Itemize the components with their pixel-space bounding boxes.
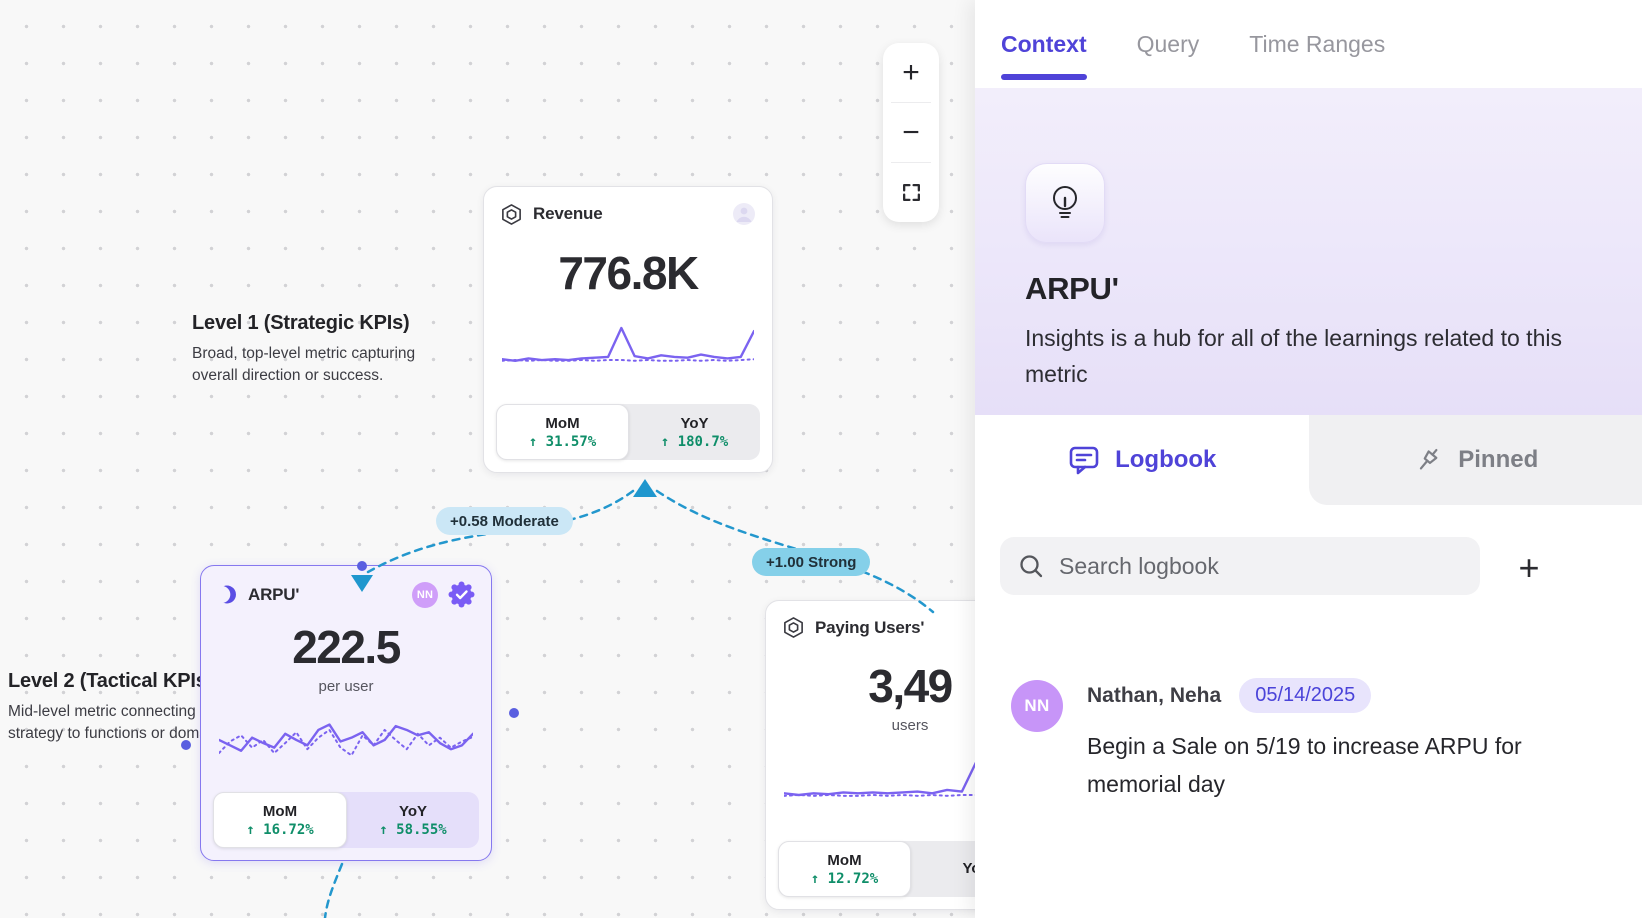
collaborator-avatar-icon <box>732 202 756 226</box>
logbook-chat-icon <box>1067 443 1101 477</box>
logbook-label: Logbook <box>1115 446 1217 473</box>
mom-value: ↑ 31.57% <box>528 433 597 450</box>
collaborator-badge: NN <box>412 581 438 608</box>
logbook-entry[interactable]: NN Nathan, Neha 05/14/2025 Begin a Sale … <box>1011 678 1611 803</box>
mom-toggle[interactable]: MoM ↑ 16.72% <box>213 792 347 848</box>
card-title: Paying Users' <box>815 617 925 637</box>
level1-title: Level 1 (Strategic KPIs) <box>192 312 410 334</box>
yoy-toggle[interactable]: YoY ↑ 58.55% <box>347 792 479 848</box>
zoom-out-button[interactable]: − <box>883 103 939 162</box>
sparkline-chart <box>502 314 754 392</box>
tab-query[interactable]: Query <box>1136 30 1200 57</box>
edge-arrowhead-revenue <box>633 479 657 497</box>
metric-unit: per user <box>318 678 374 695</box>
sparkline-chart <box>219 703 473 780</box>
logbook-pinned-tabs: Logbook Pinned <box>975 415 1642 505</box>
mom-label: MoM <box>545 414 580 432</box>
pinned-label: Pinned <box>1458 446 1539 473</box>
metric-card-arpu[interactable]: ARPU' NN 222.5 <box>200 565 492 861</box>
fullscreen-icon <box>901 182 922 203</box>
level1-label: Level 1 (Strategic KPIs) Broad, top-leve… <box>192 312 442 387</box>
card-title: ARPU' <box>248 584 300 604</box>
hexagon-metric-icon <box>500 203 523 226</box>
panel-metric-title: ARPU' <box>1025 271 1119 306</box>
node-handle-right <box>509 708 519 718</box>
add-logbook-entry-button[interactable]: + <box>1507 546 1551 590</box>
insights-tile <box>1025 163 1105 243</box>
level2-label: Level 2 (Tactical KPIs) Mid-level metric… <box>8 670 243 745</box>
entry-text: Begin a Sale on 5/19 to increase ARPU fo… <box>1087 733 1522 797</box>
level2-title: Level 2 (Tactical KPIs) <box>8 670 214 692</box>
yoy-label: YoY <box>398 802 428 820</box>
mom-toggle[interactable]: MoM ↑ 31.57% <box>496 404 629 460</box>
period-toggle: MoM ↑ 31.57% YoY ↑ 180.7% <box>496 404 760 460</box>
zoom-in-button[interactable]: + <box>883 43 939 102</box>
yoy-toggle[interactable]: YoY ↑ 180.7% <box>629 404 760 460</box>
metric-card-revenue[interactable]: Revenue 776.8K MoM ↑ 31.57% YoY ↑ 180.7% <box>483 186 773 473</box>
search-icon <box>1018 553 1045 580</box>
level2-description: Mid-level metric connecting strategy to … <box>8 703 233 742</box>
mom-value: ↑ 12.72% <box>810 870 879 887</box>
verified-check-badge-icon <box>448 581 475 608</box>
mom-toggle[interactable]: MoM ↑ 12.72% <box>778 841 911 897</box>
hexagon-metric-icon <box>782 616 805 639</box>
metric-unit: users <box>891 717 929 734</box>
metric-value: 776.8K <box>558 247 699 299</box>
search-input[interactable] <box>1059 552 1462 580</box>
entry-avatar: NN <box>1011 680 1063 732</box>
metric-value: 222.5 <box>292 621 401 673</box>
entry-author: Nathan, Neha <box>1087 683 1222 707</box>
panel-tab-bar: Context Query Time Ranges <box>975 0 1642 88</box>
tab-logbook[interactable]: Logbook <box>975 415 1309 505</box>
fit-view-button[interactable] <box>883 163 939 222</box>
panel-metric-description: Insights is a hub for all of the learnin… <box>1025 325 1562 387</box>
tab-context[interactable]: Context <box>1001 0 1087 88</box>
period-toggle: MoM ↑ 16.72% YoY ↑ 58.55% <box>213 792 479 848</box>
yoy-value: ↑ 58.55% <box>379 821 447 838</box>
logbook-search <box>1000 537 1480 595</box>
tab-time-ranges[interactable]: Time Ranges <box>1249 30 1386 57</box>
metric-context-header: ARPU' Insights is a hub for all of the l… <box>975 88 1642 415</box>
tab-pinned[interactable]: Pinned <box>1308 415 1642 505</box>
edge-label-strong[interactable]: +1.00 Strong <box>752 548 871 576</box>
pushpin-icon <box>1412 444 1444 476</box>
edge-label-moderate[interactable]: +0.58 Moderate <box>436 507 573 535</box>
level1-description: Broad, top-level metric capturing overal… <box>192 345 416 384</box>
yoy-value: ↑ 180.7% <box>660 433 729 450</box>
yoy-label: YoY <box>680 414 709 432</box>
context-side-panel: Context Query Time Ranges ARPU' Insights… <box>975 0 1642 918</box>
mom-label: MoM <box>827 851 862 869</box>
lightbulb-icon <box>1047 183 1083 223</box>
mom-value: ↑ 16.72% <box>246 821 314 838</box>
entry-date-badge: 05/14/2025 <box>1239 678 1372 713</box>
metric-value: 3,49 <box>868 660 953 712</box>
mom-label: MoM <box>262 802 298 820</box>
card-title: Revenue <box>533 204 603 223</box>
crescent-metric-icon <box>217 583 238 606</box>
canvas-zoom-controls: + − <box>883 43 939 222</box>
